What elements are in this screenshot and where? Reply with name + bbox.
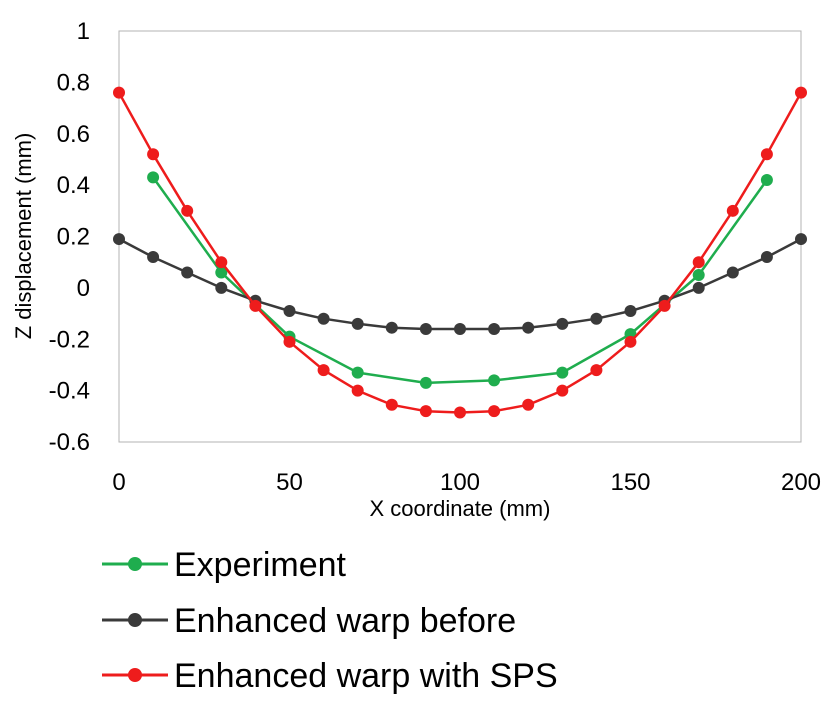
data-point [556, 366, 569, 379]
data-point [488, 405, 501, 418]
data-point [215, 256, 228, 269]
data-point [317, 312, 330, 325]
legend-marker [128, 557, 142, 571]
data-point [624, 335, 637, 348]
legend-item: Enhanced warp with SPS [102, 657, 558, 695]
data-point [181, 266, 194, 279]
data-point [113, 86, 125, 99]
y-tick-label: -0.6 [49, 429, 90, 456]
y-tick-label: -0.2 [49, 326, 90, 353]
data-point [692, 281, 705, 294]
data-point [419, 376, 432, 389]
data-point [692, 256, 705, 269]
y-tick-label: 1 [77, 18, 90, 45]
data-point [351, 366, 364, 379]
plot-area [118, 30, 802, 443]
data-point [556, 384, 569, 397]
data-point [419, 322, 432, 335]
legend-item: Enhanced warp before [102, 602, 516, 640]
x-tick-label: 200 [781, 469, 821, 496]
data-point [147, 251, 160, 264]
x-tick-label: 0 [112, 469, 125, 496]
series-enhanced-warp-with-sps [113, 86, 807, 419]
data-point [556, 317, 569, 330]
y-tick-label: 0.4 [57, 172, 90, 199]
data-point [658, 299, 671, 312]
data-point [726, 204, 739, 217]
x-tick-label: 100 [440, 469, 480, 496]
data-point [351, 384, 364, 397]
y-tick-label: 0.6 [57, 121, 90, 148]
legend-label: Enhanced warp with SPS [174, 657, 558, 695]
x-tick-label: 50 [276, 469, 303, 496]
legend-label: Enhanced warp before [174, 602, 516, 640]
legend-label: Experiment [174, 546, 347, 584]
legend: Experiment Enhanced warp before Enhanced w… [102, 546, 558, 695]
data-point [454, 322, 466, 335]
x-tick-label: 150 [610, 469, 650, 496]
data-point [385, 398, 398, 411]
y-tick-label: 0.2 [57, 224, 90, 251]
data-point [488, 322, 501, 335]
legend-item: Experiment [102, 546, 347, 584]
data-point [249, 299, 262, 312]
data-point [795, 233, 807, 246]
data-point [113, 233, 125, 246]
data-point [590, 312, 603, 325]
data-point [624, 304, 637, 317]
y-tick-label: -0.4 [49, 378, 90, 405]
data-point [522, 321, 535, 334]
data-point [147, 148, 160, 161]
legend-marker [128, 613, 142, 627]
data-point [590, 364, 603, 377]
data-point [795, 86, 807, 99]
y-tick-label: 0.8 [57, 69, 90, 96]
data-point [726, 266, 739, 279]
data-point [215, 266, 228, 279]
data-point [488, 374, 501, 387]
legend-marker [128, 668, 142, 682]
data-point [760, 148, 773, 161]
data-point [317, 364, 330, 377]
x-tick-labels: 0 50 100 150 200 [112, 469, 821, 496]
data-point [454, 406, 466, 419]
series-layer [113, 86, 807, 419]
data-point [692, 269, 705, 282]
y-axis-title: Z displacement (mm) [11, 133, 36, 340]
data-point [283, 304, 296, 317]
y-tick-labels: 1 0.8 0.6 0.4 0.2 0 -0.2 -0.4 -0.6 [49, 18, 90, 456]
y-tick-label: 0 [77, 275, 90, 302]
data-point [760, 173, 773, 186]
data-point [351, 317, 364, 330]
data-point [215, 281, 228, 294]
data-point [283, 335, 296, 348]
data-point [419, 405, 432, 418]
x-axis-title: X coordinate (mm) [370, 496, 551, 521]
data-point [522, 398, 535, 411]
data-point [385, 321, 398, 334]
data-point [147, 171, 160, 184]
data-point [760, 251, 773, 264]
data-point [181, 204, 194, 217]
